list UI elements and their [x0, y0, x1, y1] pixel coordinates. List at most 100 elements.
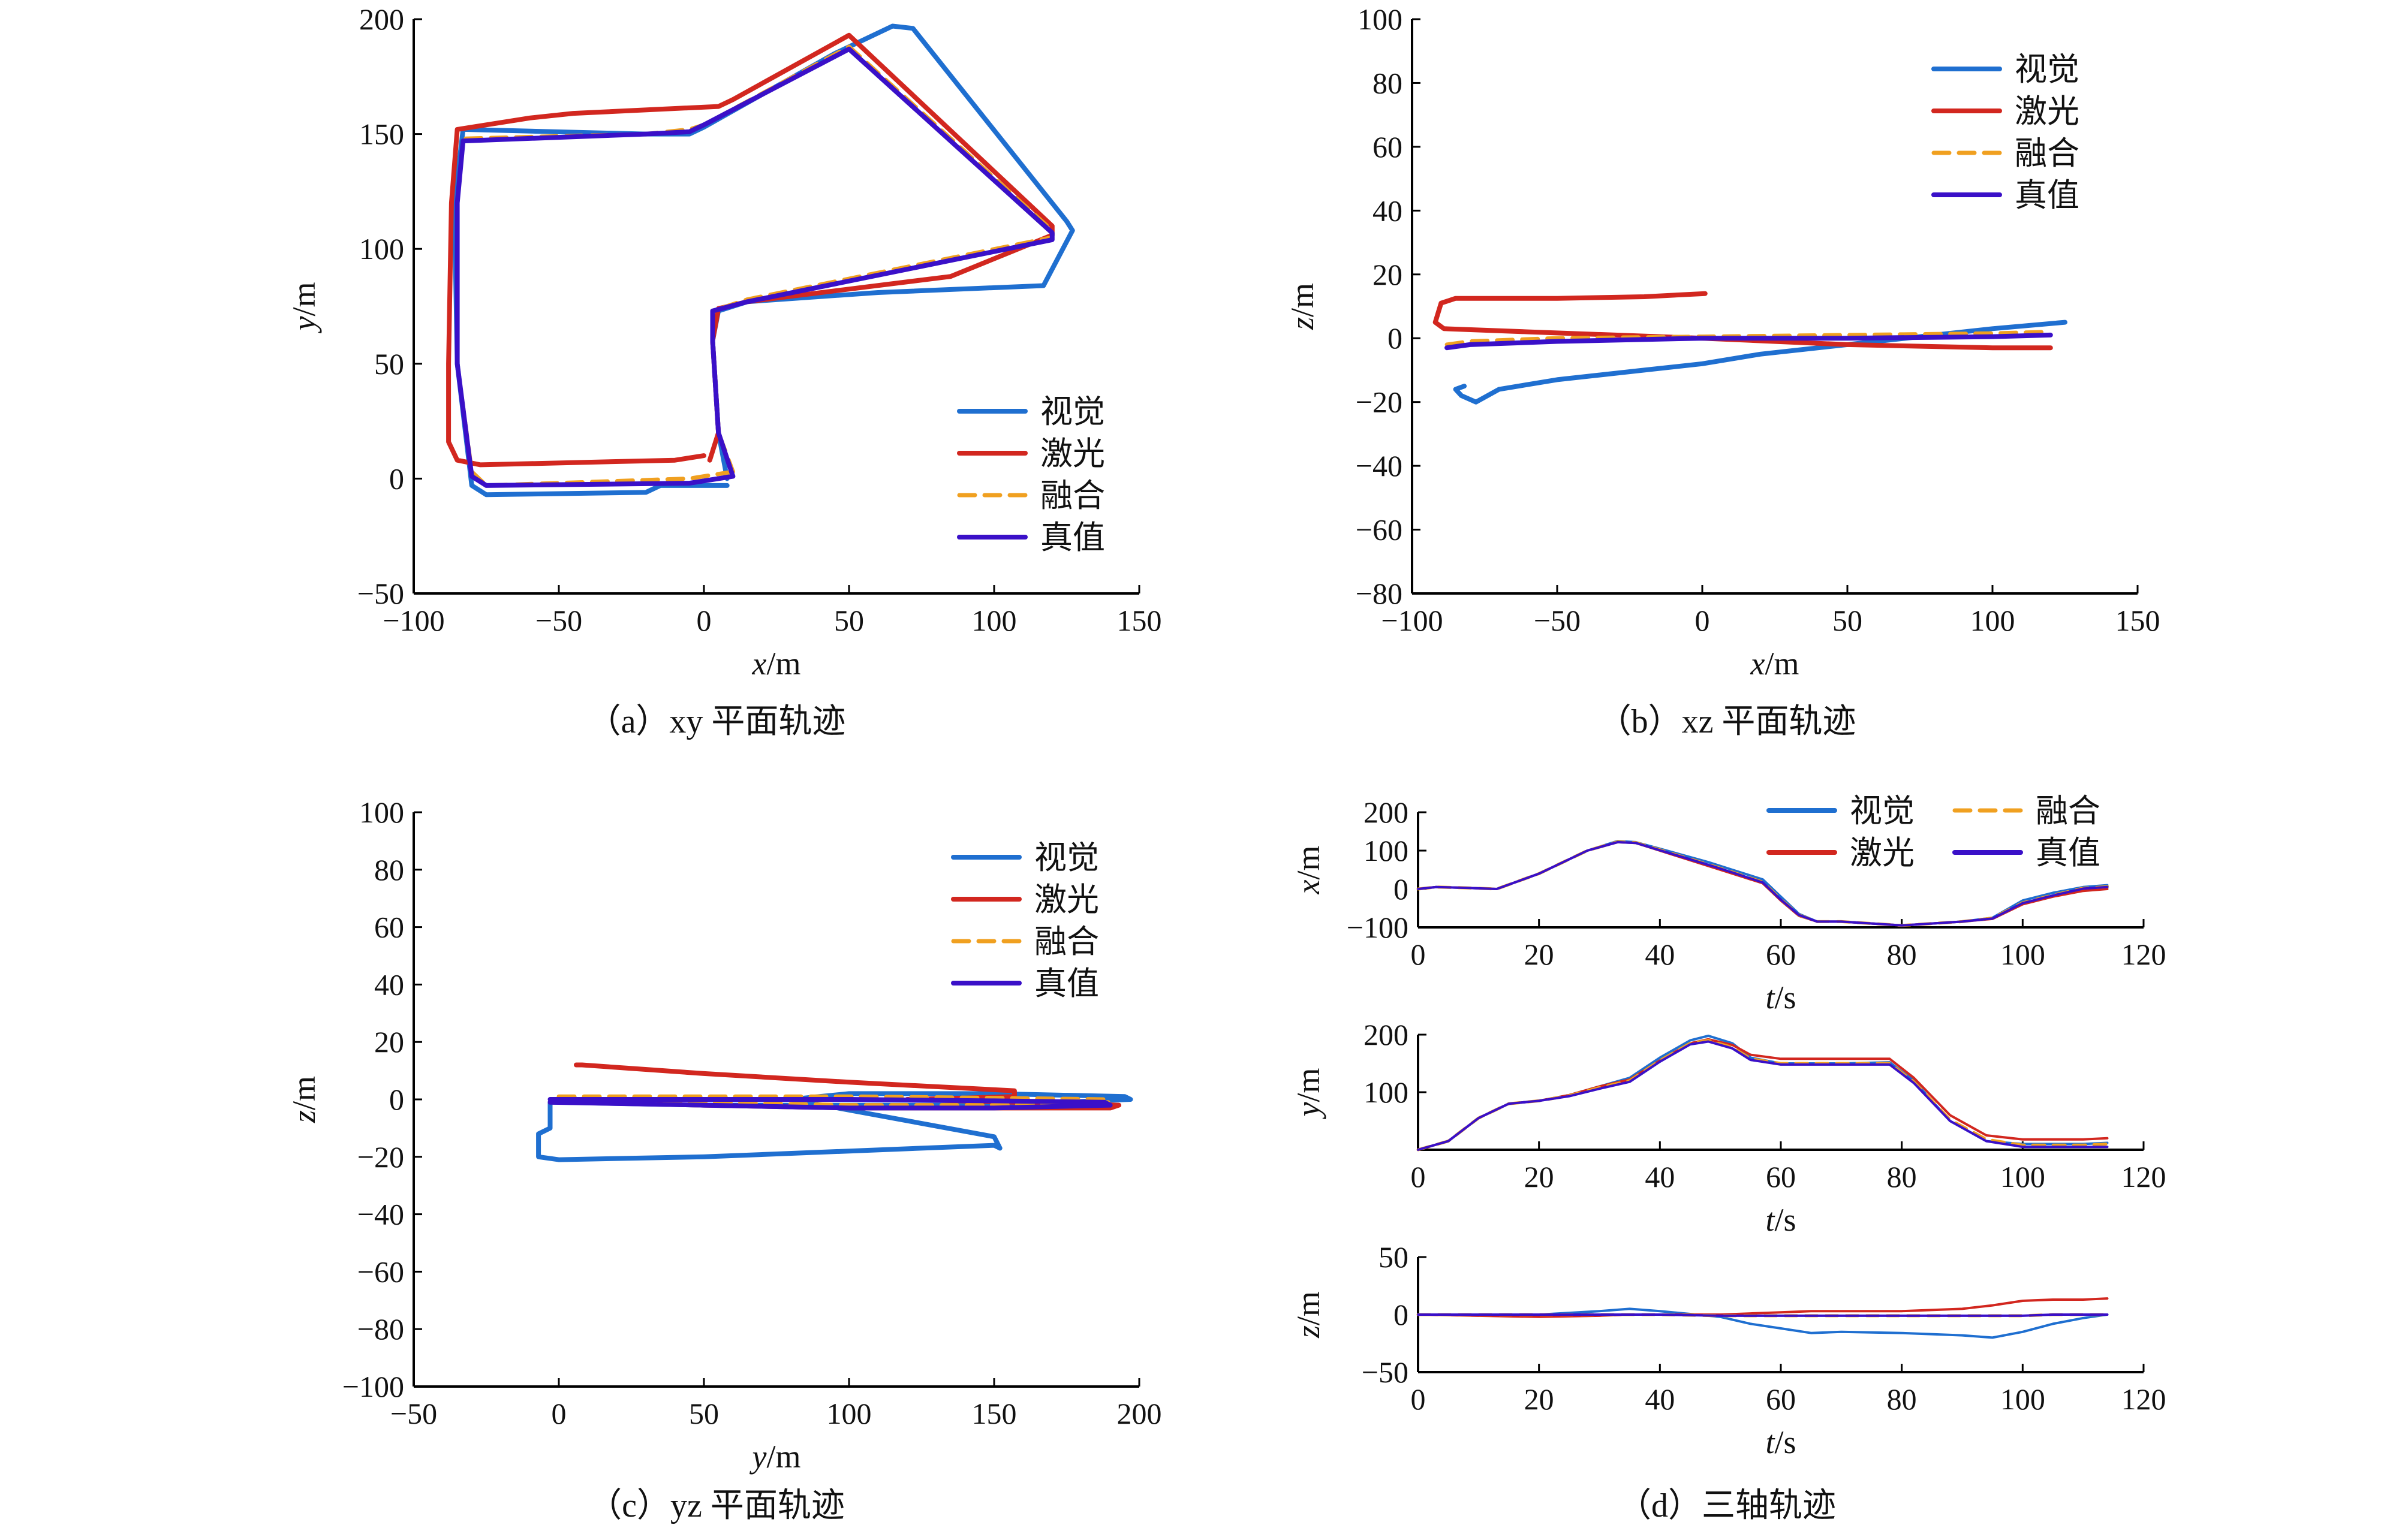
panel-d-sub2-x-tick-label: 0: [1411, 1160, 1426, 1194]
panel-a-legend-label-fusion: 融合: [1040, 477, 1105, 514]
panel-a-y-tick-label: 0: [389, 462, 404, 495]
panel-b-y-tick-label: 0: [1387, 321, 1402, 355]
panel-c-y-tick-label: 0: [389, 1083, 404, 1116]
panel-a-legend-label-truth: 真值: [1040, 519, 1105, 556]
panel-a-x-tick-label: 150: [1117, 604, 1162, 637]
panel-c-x-tick-label: −50: [390, 1397, 437, 1430]
panel-c-x-tick-label: 0: [552, 1397, 567, 1430]
panel-c-y-tick-label: 40: [374, 968, 404, 1001]
panel-a-x-tick-label: 0: [697, 604, 712, 637]
panel-c-x-tick-label: 100: [827, 1397, 872, 1430]
panel-c-xlabel: y/m: [750, 1439, 801, 1475]
panel-b-legend-label-truth: 真值: [2015, 176, 2079, 214]
panel-c-legend-label-visual: 视觉: [1034, 839, 1099, 876]
panel-b-x-tick-label: 50: [1832, 604, 1862, 637]
panel-d-sub1-y-tick-label: 100: [1363, 834, 1408, 867]
caption-b: （b）xz 平面轨迹: [1598, 703, 1856, 740]
panel-c-y-tick-label: −20: [357, 1140, 404, 1174]
panel-b-legend-label-visual: 视觉: [2015, 50, 2079, 88]
panel-d-sub2-x-tick-label: 60: [1766, 1160, 1796, 1194]
panel-c-legend-label-truth: 真值: [1034, 965, 1099, 1002]
panel-b-ylabel: z/m: [1284, 283, 1320, 330]
panel-d-legend-label-truth: 真值: [2036, 834, 2100, 872]
panel-d-sub1-x-tick-label: 80: [1887, 938, 1917, 971]
panel-c-x-tick-label: 150: [972, 1397, 1017, 1430]
panel-c-series-truth: [547, 1097, 1113, 1111]
panel-a-y-tick-label: 150: [359, 117, 404, 151]
panel-c-x-tick-label: 200: [1117, 1397, 1162, 1430]
panel-c-y-tick-label: 80: [374, 853, 404, 887]
panel-b-y-tick-label: −20: [1356, 385, 1402, 419]
panel-d-sub1-x-tick-label: 120: [2121, 938, 2166, 971]
panel-d-sub3-xlabel: t/s: [1765, 1424, 1796, 1460]
panel-a-series-fusion: [455, 44, 1055, 488]
panel-c-y-tick-label: 100: [359, 795, 404, 829]
panel-b-series-laser: [1432, 291, 2053, 351]
panel-b-legend-label-fusion: 融合: [2015, 134, 2079, 172]
panel-b-legend-label-laser: 激光: [2015, 92, 2079, 130]
caption-a: （a）xy 平面轨迹: [588, 703, 846, 740]
panel-d-sub1-y-tick-label: 0: [1393, 872, 1408, 906]
caption-c: （c）yz 平面轨迹: [588, 1487, 845, 1524]
panel-c-legend-label-fusion: 融合: [1034, 923, 1099, 960]
panel-b-y-tick-label: 40: [1372, 194, 1402, 227]
panel-a-legend-label-laser: 激光: [1040, 435, 1105, 472]
panel-c-y-tick-label: 60: [374, 911, 404, 944]
panel-a-xlabel: x/m: [752, 646, 801, 682]
panel-d-legend-label-laser: 激光: [1850, 834, 1915, 872]
panel-a-x-tick-label: 100: [972, 604, 1017, 637]
panel-b-x-tick-label: 100: [1970, 604, 2015, 637]
panel-d-sub1-y-tick-label: −100: [1347, 911, 1408, 944]
panel-a-xy-trajectory: −100 −50 0 50 100 150−50050100150200x/my/m视觉激…: [286, 2, 1162, 682]
panel-a-y-tick-label: −50: [357, 577, 404, 610]
panel-c-y-tick-label: −100: [342, 1370, 404, 1403]
panel-d-sub2-series-truth: [1417, 1040, 2109, 1151]
panel-d-sub2-xlabel: t/s: [1765, 1202, 1796, 1238]
panel-a-legend-label-visual: 视觉: [1040, 393, 1105, 430]
panel-b-y-tick-label: 60: [1372, 130, 1402, 164]
panel-b-y-tick-label: 80: [1372, 66, 1402, 100]
panel-d-sub1-x-tick-label: 100: [2000, 938, 2045, 971]
panel-d-sub3-series-truth: [1417, 1313, 2109, 1317]
panel-b-y-tick-label: −40: [1356, 449, 1402, 483]
panel-b-y-tick-label: 20: [1372, 258, 1402, 291]
panel-b-y-tick-label: −60: [1356, 513, 1402, 547]
panel-c-y-tick-label: −60: [357, 1255, 404, 1288]
panel-b-series-visual: [1453, 320, 2067, 405]
panel-d-sub2-x-tick-label: 80: [1887, 1160, 1917, 1194]
panel-a-y-tick-label: 100: [359, 232, 404, 266]
panel-d-sub2-series-visual: [1417, 1034, 2109, 1151]
panel-b-y-tick-label: 100: [1357, 2, 1402, 36]
panel-d-sub3-y-tick-label: 50: [1378, 1240, 1408, 1274]
panel-d-sub3-x-tick-label: 40: [1645, 1382, 1675, 1416]
panel-a-x-tick-label: 50: [834, 604, 864, 637]
panel-a-y-tick-label: 50: [374, 347, 404, 381]
panel-c-yz-trajectory: −50 0 50 100 150 200 −100 −80 −60 −40 −20 0 20 40 60 80…: [286, 795, 1162, 1475]
panel-d-sub1-y-tick-label: 200: [1363, 795, 1408, 829]
caption-d: （d）三轴轨迹: [1618, 1487, 1836, 1524]
panel-d-sub3-x-tick-label: 80: [1887, 1382, 1917, 1416]
panel-d-sub2-ylabel: y/m: [1290, 1068, 1326, 1120]
panel-b-series-truth: [1444, 332, 2053, 351]
panel-d-sub3-x-tick-label: 20: [1524, 1382, 1554, 1416]
panel-d-sub1-x-tick-label: 20: [1524, 938, 1554, 971]
panel-b-x-tick-label: −100: [1381, 604, 1443, 637]
panel-c-y-tick-label: −80: [357, 1312, 404, 1346]
panel-a-ylabel: y/m: [286, 282, 322, 334]
panel-c-legend-label-laser: 激光: [1034, 881, 1099, 918]
panel-d-sub1-x-tick-label: 0: [1411, 938, 1426, 971]
panel-d-sub2-x-tick-label: 40: [1645, 1160, 1675, 1194]
panel-b-x-tick-label: 0: [1695, 604, 1710, 637]
panel-b-y-tick-label: −80: [1356, 577, 1402, 610]
panel-d-sub1-x-tick-label: 40: [1645, 938, 1675, 971]
panel-d-sub1-x-tick-label: 60: [1766, 938, 1796, 971]
panel-c-y-tick-label: −40: [357, 1198, 404, 1231]
panel-d-sub2-y-tick-label: 200: [1363, 1018, 1408, 1051]
panel-d-sub3-x-tick-label: 60: [1766, 1382, 1796, 1416]
panel-b-xlabel: x/m: [1750, 646, 1799, 682]
panel-a-series-truth: [454, 46, 1055, 488]
panel-a-x-tick-label: −50: [535, 604, 582, 637]
panel-d-sub2-y-tick-label: 100: [1363, 1075, 1408, 1109]
